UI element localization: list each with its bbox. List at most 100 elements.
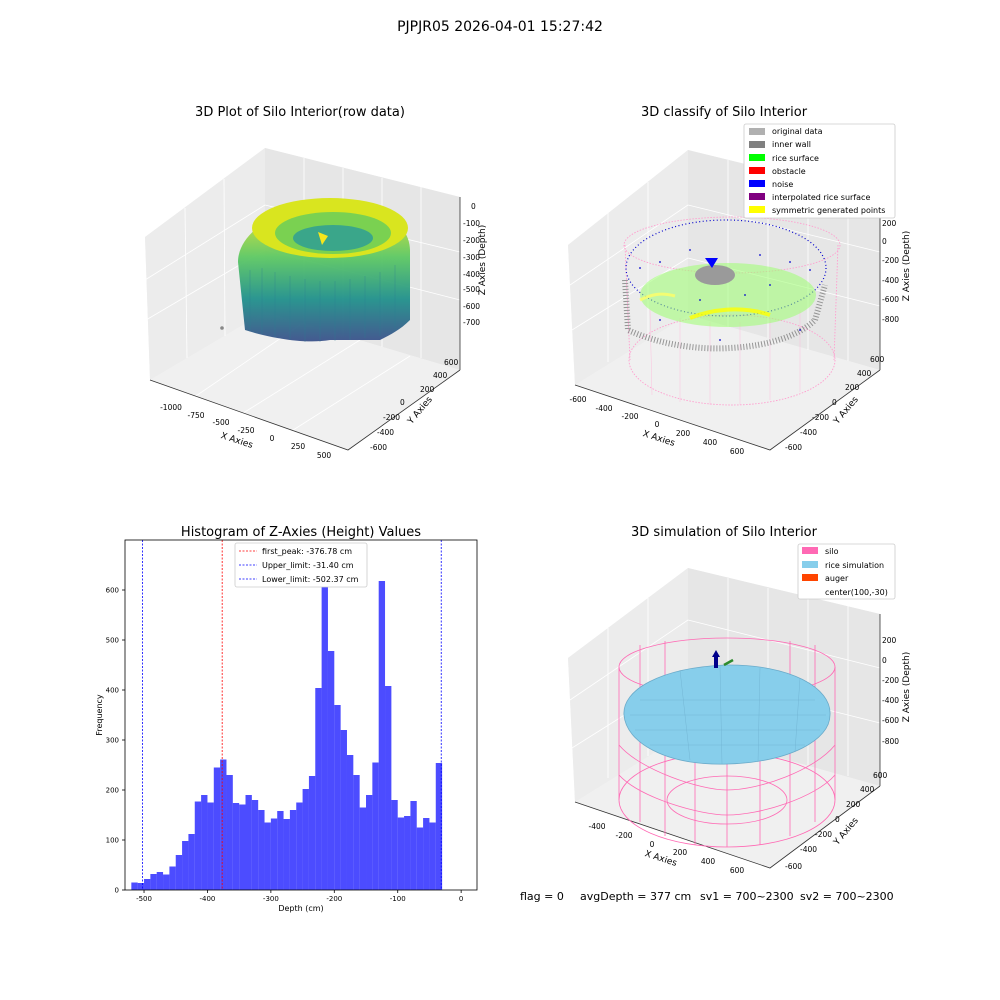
tick-label: -400 xyxy=(800,845,817,854)
legend-label: rice simulation xyxy=(825,561,884,570)
histogram-bar xyxy=(423,818,430,890)
histogram-bar xyxy=(346,755,354,890)
tick-label: 200 xyxy=(676,429,691,438)
legend-label: Lower_limit: -502.37 cm xyxy=(262,575,359,584)
tick-label: 0 xyxy=(882,656,887,665)
histogram-bar xyxy=(404,816,411,890)
tick-label: 200 xyxy=(420,385,435,394)
histogram-bar xyxy=(416,827,424,890)
y-tick-label: 0 xyxy=(115,887,119,895)
histogram-bar xyxy=(321,558,328,890)
tick-label: 200 xyxy=(882,636,897,645)
legend-swatch xyxy=(802,547,818,554)
histogram-bar xyxy=(277,811,284,890)
panel4-legend: silo rice simulation auger center(100,-3… xyxy=(797,543,896,600)
figure-suptitle: PJPJR05 2026-04-01 15:27:42 xyxy=(397,19,603,35)
panel4-z-ticks: 200 0 -200 -400 -600 -800 xyxy=(882,636,899,746)
tick-label: -600 xyxy=(882,716,899,725)
tick-label: -400 xyxy=(800,428,817,437)
legend-label: noise xyxy=(772,180,793,189)
panel2-point-cloud xyxy=(622,216,841,406)
legend-label: original data xyxy=(772,127,823,136)
tick-label: -250 xyxy=(237,426,254,435)
panel1-y-ticks: -600 -400 -200 0 200 400 600 xyxy=(370,358,459,452)
tick-label: -1000 xyxy=(160,403,182,412)
tick-label: -200 xyxy=(815,830,832,839)
tick-label: -200 xyxy=(882,676,899,685)
histogram-reference-lines xyxy=(142,540,442,890)
tick-label: 400 xyxy=(703,438,718,447)
tick-label: -200 xyxy=(812,413,829,422)
panel2-x-ticks: -600 -400 -200 0 200 400 600 xyxy=(569,395,744,456)
tick-label: 400 xyxy=(433,371,448,380)
tick-label: 600 xyxy=(873,771,888,780)
panel2-z-ticks: 200 0 -200 -400 -600 -800 xyxy=(882,219,899,324)
tick-label: -200 xyxy=(882,256,899,265)
histogram-bar xyxy=(296,802,303,890)
tick-label: 600 xyxy=(730,447,745,456)
legend-label: interpolated rice surface xyxy=(772,193,870,202)
panel1-zlabel: Z Axies (Depth) xyxy=(478,225,488,296)
histogram-bar xyxy=(327,651,335,890)
y-tick-label: 200 xyxy=(106,787,119,795)
panel-simulation: 3D simulation of Silo Interior xyxy=(568,525,912,875)
tick-label: -100 xyxy=(463,219,480,228)
legend-label: inner wall xyxy=(772,140,811,149)
tick-label: -200 xyxy=(463,236,480,245)
tick-label: 0 xyxy=(882,237,887,246)
histogram-bar xyxy=(270,818,278,890)
tick-label: 0 xyxy=(655,420,660,429)
legend-swatch xyxy=(749,128,765,135)
histogram-bar xyxy=(391,800,398,890)
histogram-bar xyxy=(144,879,151,890)
histogram-bar xyxy=(315,688,322,890)
tick-label: -500 xyxy=(463,285,480,294)
legend-label: rice surface xyxy=(772,154,819,163)
tick-label: -400 xyxy=(463,270,480,279)
histogram-bar xyxy=(156,872,164,890)
tick-label: 0 xyxy=(400,398,405,407)
legend-swatch xyxy=(749,206,765,213)
panel2-legend: original data inner wall rice surface ob… xyxy=(743,123,896,219)
panel1-z-ticks: 0 -100 -200 -300 -400 -500 -600 -700 xyxy=(463,202,480,327)
panel1-point-cloud xyxy=(220,198,410,342)
panel2-y-ticks: -600 -400 -200 0 200 400 600 xyxy=(785,355,885,452)
tick-label: -600 xyxy=(785,862,802,871)
y-tick-label: 400 xyxy=(106,687,119,695)
y-tick-label: 600 xyxy=(106,587,119,595)
histogram-bar xyxy=(201,795,208,890)
x-tick-label: -400 xyxy=(200,895,216,903)
legend-label: symmetric generated points xyxy=(772,206,885,215)
histogram-y-ticks: 0 100 200 300 400 500 600 xyxy=(106,587,125,895)
histogram-bar xyxy=(188,834,195,890)
x-tick-label: 0 xyxy=(459,895,463,903)
histogram-bar xyxy=(410,801,417,890)
histogram-bar xyxy=(137,883,145,890)
legend-swatch xyxy=(749,180,765,187)
tick-label: -200 xyxy=(621,412,638,421)
histogram-bar xyxy=(213,767,221,890)
histogram-legend: first_peak: -376.78 cm Upper_limit: -31.… xyxy=(234,542,368,588)
panel4-zlabel: Z Axies (Depth) xyxy=(902,652,912,723)
histogram-title: Histogram of Z-Axies (Height) Values xyxy=(181,525,421,540)
legend-label: obstacle xyxy=(772,167,806,176)
panel2-title: 3D classify of Silo Interior xyxy=(641,105,808,120)
histogram-bar xyxy=(239,804,246,890)
tick-label: 200 xyxy=(673,848,688,857)
histogram-bar xyxy=(182,841,189,890)
tick-label: -400 xyxy=(882,696,899,705)
panel4-x-ticks: -400 -200 0 200 400 600 xyxy=(588,822,744,875)
x-tick-label: -500 xyxy=(136,895,152,903)
tick-label: 250 xyxy=(291,442,306,451)
histogram-ylabel: Frequency xyxy=(95,694,104,736)
tick-label: -300 xyxy=(463,253,480,262)
panel4-y-ticks: -600 -400 -200 0 200 400 600 xyxy=(785,771,888,871)
legend-swatch xyxy=(802,574,818,581)
x-tick-label: -300 xyxy=(263,895,279,903)
tick-label: 400 xyxy=(860,785,875,794)
legend-swatch xyxy=(749,154,765,161)
tick-label: -800 xyxy=(882,737,899,746)
tick-label: -500 xyxy=(212,418,229,427)
tick-label: -400 xyxy=(377,428,394,437)
tick-label: 600 xyxy=(444,358,459,367)
